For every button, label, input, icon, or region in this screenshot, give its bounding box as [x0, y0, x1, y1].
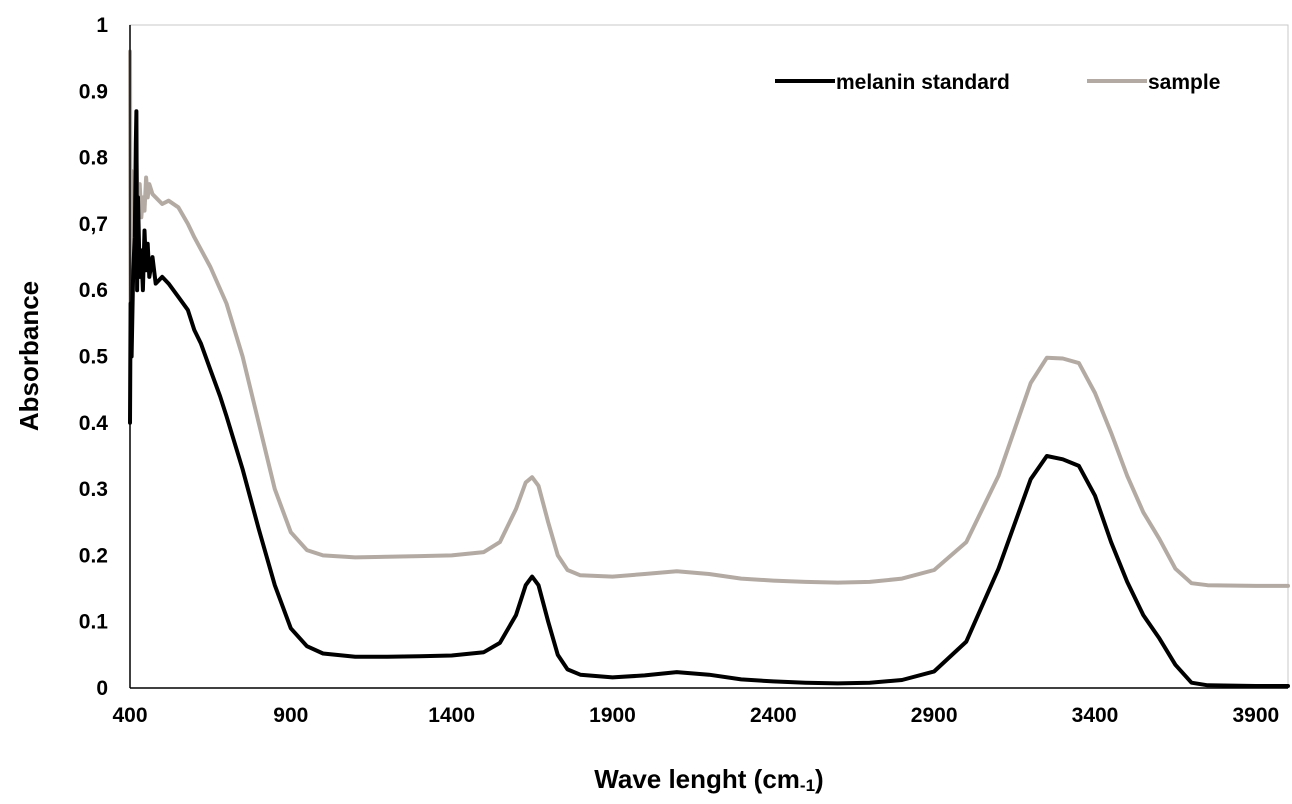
y-tick-label: 0.8 [79, 147, 109, 170]
x-tick-label: 3400 [1072, 704, 1119, 727]
y-tick-label: 0.4 [79, 412, 109, 435]
x-tick-label: 1900 [589, 704, 636, 727]
series-line-sample [128, 49, 1290, 588]
x-tick-label: 400 [112, 704, 147, 727]
series-layer [128, 49, 1290, 688]
x-tick-label: 2400 [750, 704, 797, 727]
x-axis-title-main: Wave lenght (cm [594, 764, 800, 794]
x-axis-title-close: ) [815, 764, 824, 794]
x-axis-title: Wave lenght (cm-1) [594, 764, 823, 795]
y-tick-label: 0.1 [79, 611, 109, 634]
plot-area [129, 24, 1289, 689]
x-tick-labels: 400 900 1400 1900 2400 2900 3400 3900 [112, 704, 1279, 727]
x-tick-label: 3900 [1232, 704, 1279, 727]
x-tick-label: 900 [273, 704, 308, 727]
y-tick-label: 0.5 [79, 346, 109, 369]
legend-label-sample: sample [1148, 71, 1220, 94]
y-tick-label: 0.3 [79, 478, 108, 501]
y-tick-label: 1 [96, 14, 108, 37]
legend-label-melanin-standard: melanin standard [836, 71, 1010, 94]
y-tick-label: 0,7 [79, 213, 108, 236]
y-tick-labels: 0 0.1 0.2 0.3 0.4 0.5 0.6 0,7 0.8 0.9 1 [79, 14, 109, 700]
y-tick-label: 0 [96, 677, 108, 700]
x-tick-label: 2900 [911, 704, 958, 727]
x-tick-label: 1400 [428, 704, 475, 727]
y-tick-label: 0.2 [79, 544, 108, 567]
y-axis-title: Absorbance [14, 281, 44, 431]
y-tick-label: 0.9 [79, 80, 108, 103]
x-axis-title-subscript: -1 [800, 776, 815, 795]
series-line-melanin-standard [128, 109, 1290, 688]
y-tick-label: 0.6 [79, 279, 108, 302]
legend: melanin standard sample [775, 71, 1220, 94]
